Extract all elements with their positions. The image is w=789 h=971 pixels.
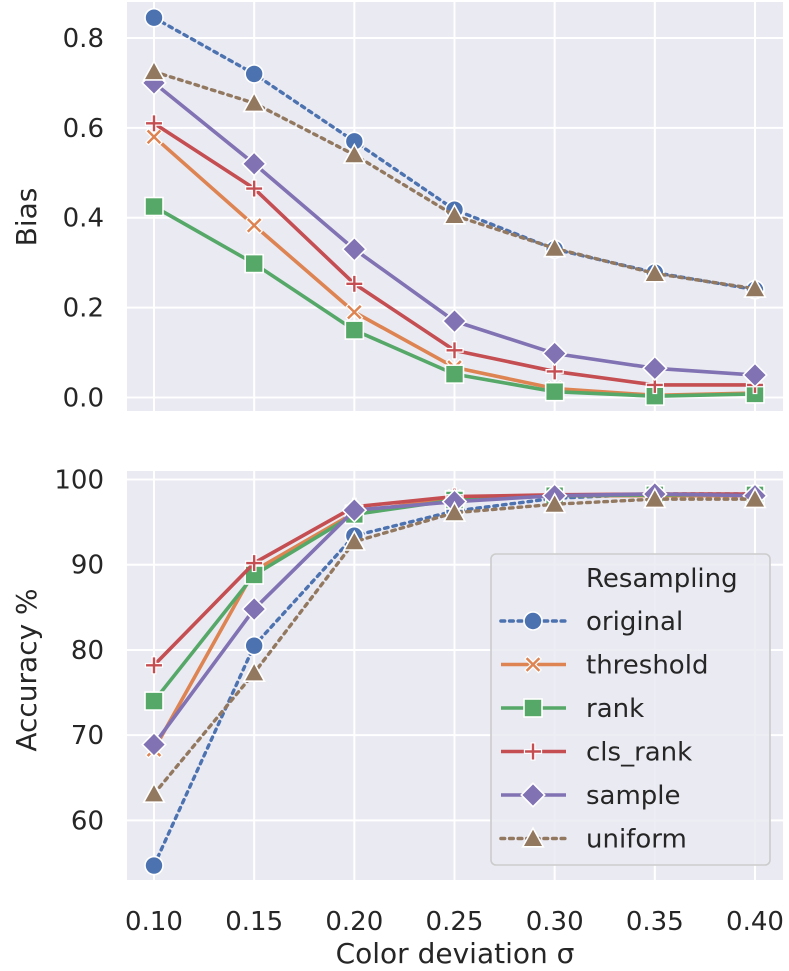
bias-point-rank — [344, 320, 365, 340]
bias-point-cls_rank — [445, 341, 464, 360]
accuracy-point-uniform — [142, 781, 166, 804]
x-tick-label: 0.35 — [626, 907, 684, 937]
bias-point-uniform — [643, 261, 667, 283]
x-axis-label: Color deviation σ — [336, 937, 575, 970]
legend-marker-uniform — [521, 826, 545, 848]
accuracy-y-tick-label: 90 — [71, 551, 104, 581]
accuracy-point-uniform — [743, 487, 767, 509]
legend-item-sample: sample — [501, 781, 681, 811]
legend-item-cls_rank: cls_rank — [501, 738, 692, 768]
bias-axis-label: Bias — [10, 188, 43, 247]
accuracy-y-tick-label: 60 — [71, 806, 104, 836]
bias-y-tick-label: 0.2 — [63, 294, 104, 324]
x-tick-label: 0.25 — [426, 907, 484, 937]
bias-point-uniform — [342, 142, 367, 164]
bias-panel: 0.0 0.2 0.4 0.6 0.8 — [63, 2, 783, 414]
accuracy-point-cls_rank — [245, 553, 264, 573]
bias-point-rank — [444, 364, 465, 384]
bias-point-cls_rank — [645, 375, 664, 395]
accuracy-point-sample — [141, 731, 167, 758]
bias-point-uniform — [242, 91, 266, 113]
accuracy-point-uniform — [442, 500, 467, 522]
bias-series-uniform — [142, 59, 767, 298]
bias-y-tick-label: 0.6 — [63, 114, 104, 144]
legend-label-original: original — [586, 607, 683, 637]
accuracy-y-tick-label: 100 — [54, 466, 104, 496]
bias-point-cls_rank — [345, 274, 364, 293]
accuracy-y-tick-label: 80 — [71, 636, 104, 666]
bias-point-sample — [642, 355, 668, 382]
bias-point-sample — [241, 150, 267, 177]
accuracy-point-sample — [241, 596, 267, 622]
accuracy-series-uniform — [142, 487, 767, 804]
accuracy-point-sample — [341, 497, 368, 524]
bias-point-sample — [742, 362, 768, 388]
bias-point-uniform — [142, 59, 166, 81]
legend-item-threshold: threshold — [501, 651, 708, 681]
bias-point-sample — [441, 308, 468, 334]
accuracy-point-uniform — [242, 660, 266, 683]
legend-marker-original — [523, 611, 543, 631]
legend-item-original: original — [499, 607, 683, 637]
x-tick-label: 0.40 — [726, 907, 784, 937]
bias-point-uniform — [743, 276, 767, 298]
bias-point-cls_rank — [545, 362, 564, 381]
legend-title: Resampling — [586, 564, 738, 594]
bias-point-cls_rank — [245, 179, 264, 198]
legend-label-rank: rank — [586, 694, 644, 724]
bias-point-original — [244, 64, 264, 84]
accuracy-point-cls_rank — [144, 656, 164, 675]
x-tick-label: 0.30 — [526, 907, 584, 937]
bias-series-cls_rank — [144, 114, 765, 395]
bias-point-threshold — [145, 127, 163, 146]
bias-point-rank — [544, 381, 565, 402]
x-tick-label: 0.15 — [225, 907, 283, 937]
accuracy-point-uniform — [542, 492, 567, 514]
legend-item-uniform: uniform — [499, 825, 687, 855]
accuracy-point-uniform — [643, 487, 667, 509]
bias-point-rank — [144, 196, 164, 217]
bias-point-sample — [341, 236, 368, 263]
legend-box — [490, 553, 771, 866]
legend-label-sample: sample — [586, 781, 681, 811]
accuracy-point-original — [244, 635, 264, 656]
bias-point-cls_rank — [144, 114, 164, 133]
x-tick-label: 0.10 — [125, 907, 183, 937]
legend-marker-threshold — [524, 655, 542, 674]
bias-point-original — [144, 7, 164, 28]
bias-point-threshold — [345, 303, 364, 322]
accuracy-axis-label: Accuracy % — [10, 588, 43, 751]
legend-item-rank: rank — [501, 694, 644, 724]
accuracy-y-tick-label: 70 — [71, 721, 104, 751]
x-tick-label: 0.20 — [325, 907, 383, 937]
accuracy-point-original — [144, 855, 164, 876]
legend-marker-rank — [523, 698, 543, 718]
bias-series-rank — [144, 196, 765, 406]
legend-marker-sample — [520, 782, 546, 808]
legend: Resampling original threshold rank cls_ranks… — [490, 553, 771, 866]
legend-label-cls_rank: cls_rank — [586, 738, 692, 768]
bias-point-uniform — [542, 236, 567, 258]
legend-marker-cls_rank — [523, 742, 543, 761]
bias-point-uniform — [442, 203, 467, 225]
accuracy-point-rank — [144, 691, 164, 711]
bias-point-sample — [541, 340, 568, 367]
bias-y-tick-label: 0.4 — [63, 204, 104, 234]
bias-point-threshold — [245, 216, 264, 235]
bias-series-sample — [141, 70, 768, 388]
legend-label-uniform: uniform — [586, 825, 687, 855]
bias-y-tick-label: 0.0 — [63, 384, 104, 414]
legend-label-threshold: threshold — [586, 651, 708, 681]
bias-y-tick-label: 0.8 — [63, 24, 104, 54]
bias-point-rank — [244, 253, 264, 274]
accuracy-point-uniform — [342, 529, 367, 551]
